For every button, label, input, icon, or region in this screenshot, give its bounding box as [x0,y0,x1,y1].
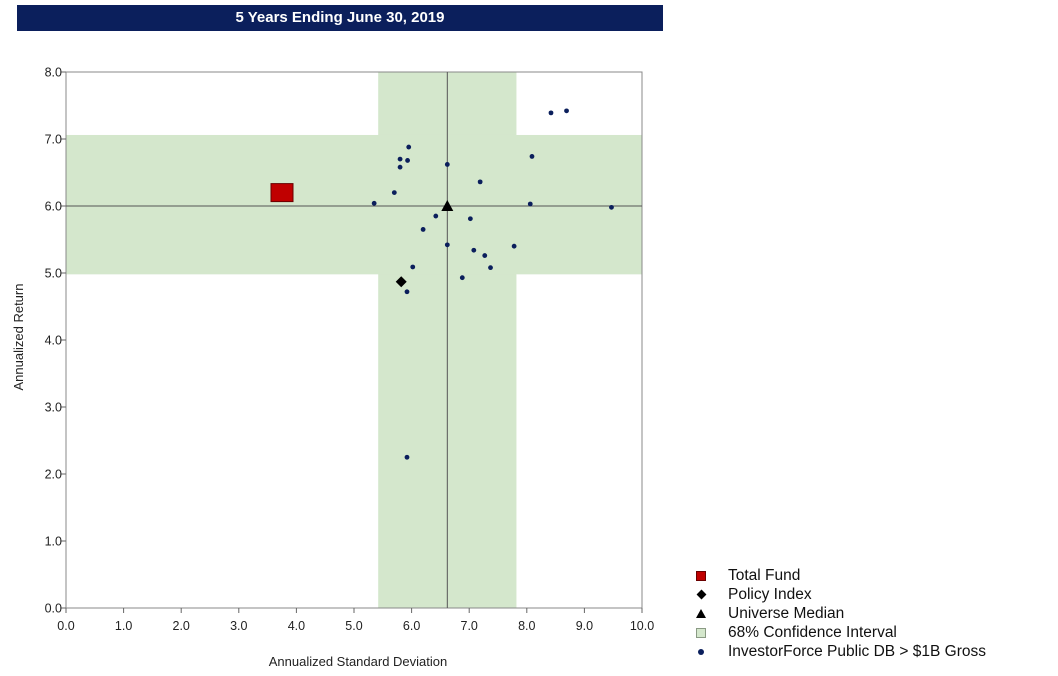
y-axis-title: Annualized Return [11,284,26,391]
green-box-icon [694,626,708,640]
universe-point [405,158,410,163]
universe-point [404,454,410,460]
legend-label: Total Fund [728,566,801,584]
y-tick-label: 0.0 [45,602,62,616]
ci-horizontal-band [66,134,642,275]
universe-point [471,247,477,253]
y-tick-label: 7.0 [45,133,62,147]
y-tick-label: 1.0 [45,535,62,549]
universe-point [406,144,412,150]
universe-point [527,201,533,207]
universe-point [477,179,483,185]
legend-item-total-fund: Total Fund [694,566,986,585]
legend-item-confidence-interval: 68% Confidence Interval [694,623,986,642]
universe-point [482,253,488,258]
y-tick-label: 4.0 [45,334,62,348]
median-lines [66,72,642,608]
y-tick-label: 5.0 [45,267,62,281]
universe-point [529,154,535,159]
x-axis-title: Annualized Standard Deviation [269,654,448,669]
x-tick-label: 0.0 [57,619,74,633]
x-tick-label: 8.0 [518,619,535,633]
confidence-interval-bands [66,72,642,608]
legend-item-universe-median: Universe Median [694,604,986,623]
x-tick-label: 7.0 [461,619,478,633]
x-tick-label: 2.0 [173,619,190,633]
universe-median-point [441,200,454,211]
legend-item-policy-index: Policy Index [694,585,986,604]
legend-label: Policy Index [728,585,812,603]
universe-point [548,110,554,116]
x-tick-label: 9.0 [576,619,593,633]
universe-point [511,243,517,249]
universe-point [609,204,614,210]
y-tick-label: 6.0 [45,200,62,214]
universe-point [410,264,416,270]
x-tick-label: 6.0 [403,619,420,633]
universe-point [420,227,426,232]
y-tick-label: 2.0 [45,468,62,482]
universe-point [371,200,377,206]
universe-point [444,162,450,167]
total-fund-point [270,183,294,203]
legend-label: Universe Median [728,604,845,622]
legend-item-universe-peers: InvestorForce Public DB > $1B Gross [694,642,986,661]
x-tick-label: 3.0 [230,619,247,633]
universe-point [564,108,569,114]
dot-icon [694,645,708,659]
red-square-icon [694,569,708,583]
universe-point [444,242,450,248]
x-tick-label: 4.0 [288,619,305,633]
policy-index-point [395,276,407,288]
y-tick-label: 8.0 [45,66,62,80]
x-tick-label: 5.0 [345,619,362,633]
universe-point [397,156,403,162]
universe-point [467,216,473,222]
universe-point [459,275,465,281]
x-tick-label: 10.0 [630,619,654,633]
chart-title: 5 Years Ending June 30, 2019 [17,5,663,31]
triangle-icon [694,607,708,621]
universe-point [404,289,410,295]
x-tick-label: 1.0 [115,619,132,633]
legend-label: InvestorForce Public DB > $1B Gross [728,642,987,660]
diamond-icon [694,588,708,602]
legend-label: 68% Confidence Interval [728,623,897,641]
chart-legend: Total Fund Policy Index Universe Median … [694,566,986,661]
data-points [270,108,614,460]
universe-point [488,265,493,271]
universe-point [391,190,397,196]
axes: 0.0 1.0 2.0 3.0 4.0 5.0 6.0 7.0 8.0 9.0 10.0 0.0 1.0… [45,66,655,634]
y-tick-label: 3.0 [45,401,62,415]
universe-point [433,213,439,219]
universe-point [397,164,403,170]
